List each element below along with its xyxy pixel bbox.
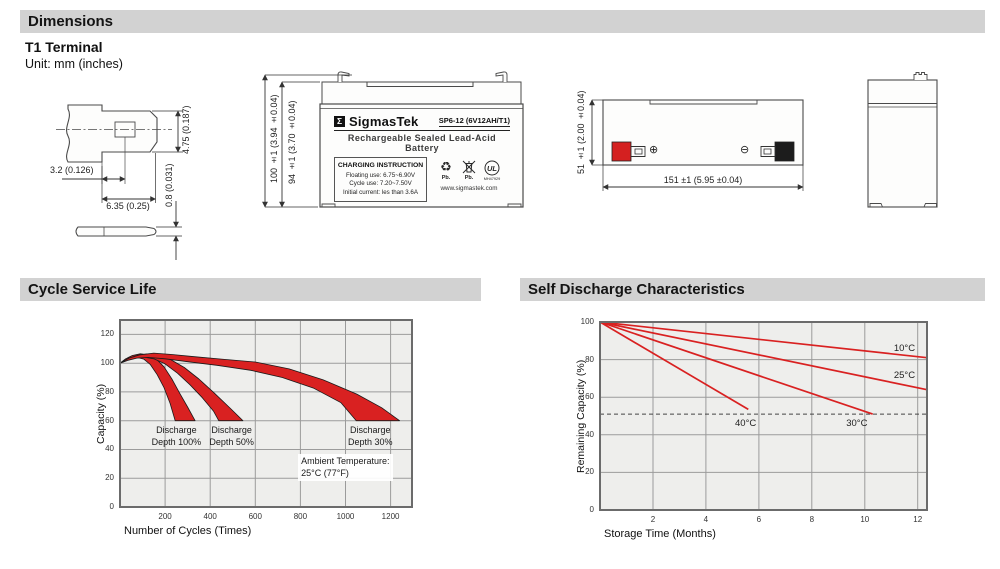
svg-text:UL: UL — [487, 164, 497, 173]
y-tick-label: 20 — [105, 473, 114, 483]
dim-label-4-75: 4.75 (0.187) — [181, 105, 191, 155]
dim-label-height-100: 100 ±1 (3.94 ±0.04) — [269, 94, 279, 184]
ul-file-number: MH47929 — [483, 176, 501, 181]
x-tick-label: 1200 — [381, 512, 400, 521]
model-number: SP6-12 (6V12AH/T1) — [438, 115, 510, 127]
plot-area — [599, 321, 928, 511]
battery-front-view-drawing — [262, 71, 524, 208]
brand-name: SigmasTek — [349, 113, 419, 129]
battery-top-view-drawing — [589, 99, 804, 191]
section-header-dimensions: Dimensions — [20, 10, 985, 33]
recycle-pb-text: Pb. — [441, 174, 451, 181]
band-label: Discharge Depth 50% — [209, 424, 254, 447]
temperature-label: 40°C — [735, 417, 757, 429]
x-tick-label: 1000 — [336, 512, 355, 521]
y-tick-label: 100 — [100, 358, 114, 368]
crossed-bin-pb-icon — [462, 160, 476, 173]
positive-symbol: ⊕ — [649, 143, 659, 156]
battery-type-text: Rechargeable Sealed Lead-Acid Battery — [347, 132, 497, 153]
charging-instruction-title: CHARGING INSTRUCTION — [337, 161, 424, 169]
x-tick-label: 12 — [913, 515, 923, 524]
section-header-self-discharge: Self Discharge Characteristics — [520, 278, 985, 301]
y-tick-label: 120 — [100, 329, 114, 339]
y-tick-label: 80 — [105, 386, 114, 396]
x-tick-label: 6 — [756, 515, 762, 524]
dim-label-height-51: 51 ±1 (2.00 ±0.04) — [576, 90, 586, 174]
x-tick-label: 2 — [650, 515, 656, 524]
website-text: www.sigmastek.com — [440, 184, 498, 192]
charging-instruction-box: CHARGING INSTRUCTION Floating use: 6.75~… — [334, 156, 427, 203]
dim-label-height-94: 94 ±1 (3.70 ±0.04) — [287, 100, 297, 184]
dimension-drawings — [56, 71, 938, 260]
x-tick-label: 10 — [860, 515, 870, 524]
charging-line-cycle: Cycle use: 7.20~7.50V — [349, 180, 412, 188]
y-tick-label: 40 — [105, 444, 114, 454]
terminal-profile-drawing — [56, 104, 183, 260]
x-tick-label: 200 — [158, 512, 172, 521]
charging-line-floating: Floating use: 6.75~6.90V — [346, 171, 415, 179]
front-terminal-right — [495, 71, 508, 82]
battery-label: Σ SigmasTek SP6-12 (6V12AH/T1) Rechargea… — [334, 113, 510, 203]
battery-end-view-drawing — [867, 72, 938, 208]
x-axis-label: Number of Cycles (Times) — [124, 525, 252, 537]
negative-terminal-black — [774, 141, 795, 162]
band-label: Discharge Depth 100% — [151, 424, 202, 447]
charging-line-current: Initial current: les than 3.6A — [343, 189, 418, 197]
positive-terminal-red — [611, 141, 632, 162]
temperature-label: 25°C — [893, 369, 916, 381]
dim-label-0-8: 0.8 (0.031) — [164, 163, 174, 207]
y-axis-label: Capacity (%) — [95, 383, 107, 444]
x-tick-label: 8 — [809, 515, 815, 524]
band-label: Discharge Depth 30% — [348, 424, 393, 447]
y-tick-label: 0 — [109, 502, 114, 511]
x-tick-label: 600 — [248, 512, 262, 521]
y-tick-label: 80 — [585, 354, 594, 364]
y-axis-label: Remaining Capacity (%) — [575, 359, 587, 473]
ambient-temperature-note: Ambient Temperature: 25°C (77°F) — [298, 453, 393, 481]
y-tick-label: 100 — [580, 317, 594, 326]
x-tick-label: 800 — [293, 512, 308, 521]
x-axis-label: Storage Time (Months) — [604, 528, 716, 540]
ul-mark-icon: UL — [484, 160, 500, 175]
end-view-terminal — [913, 72, 928, 80]
unit-note: Unit: mm (inches) — [25, 57, 123, 71]
bin-pb-text: Pb. — [464, 174, 474, 181]
y-tick-label: 20 — [585, 467, 594, 477]
temperature-label: 10°C — [893, 343, 916, 355]
sigmastek-logo-icon: Σ — [334, 115, 345, 127]
negative-symbol: ⊖ — [740, 143, 750, 156]
dim-label-6-35: 6.35 (0.25) — [106, 201, 150, 211]
terminal-type-heading: T1 Terminal — [25, 39, 103, 55]
recycle-pb-icon: ♻ — [440, 159, 452, 175]
dim-label-3-2: 3.2 (0.126) — [50, 165, 94, 175]
temperature-label: 30°C — [846, 417, 868, 429]
label-divider — [334, 130, 510, 131]
front-terminal-left — [337, 71, 350, 82]
y-tick-label: 0 — [589, 505, 594, 514]
dim-label-width-151: 151 ±1 (5.95 ±0.04) — [663, 175, 743, 185]
x-tick-label: 400 — [203, 512, 217, 521]
y-tick-label: 60 — [585, 392, 594, 402]
y-tick-label: 60 — [105, 415, 114, 425]
section-header-cycle-life: Cycle Service Life — [20, 278, 481, 301]
x-tick-label: 4 — [703, 515, 709, 524]
y-tick-label: 40 — [585, 429, 594, 439]
